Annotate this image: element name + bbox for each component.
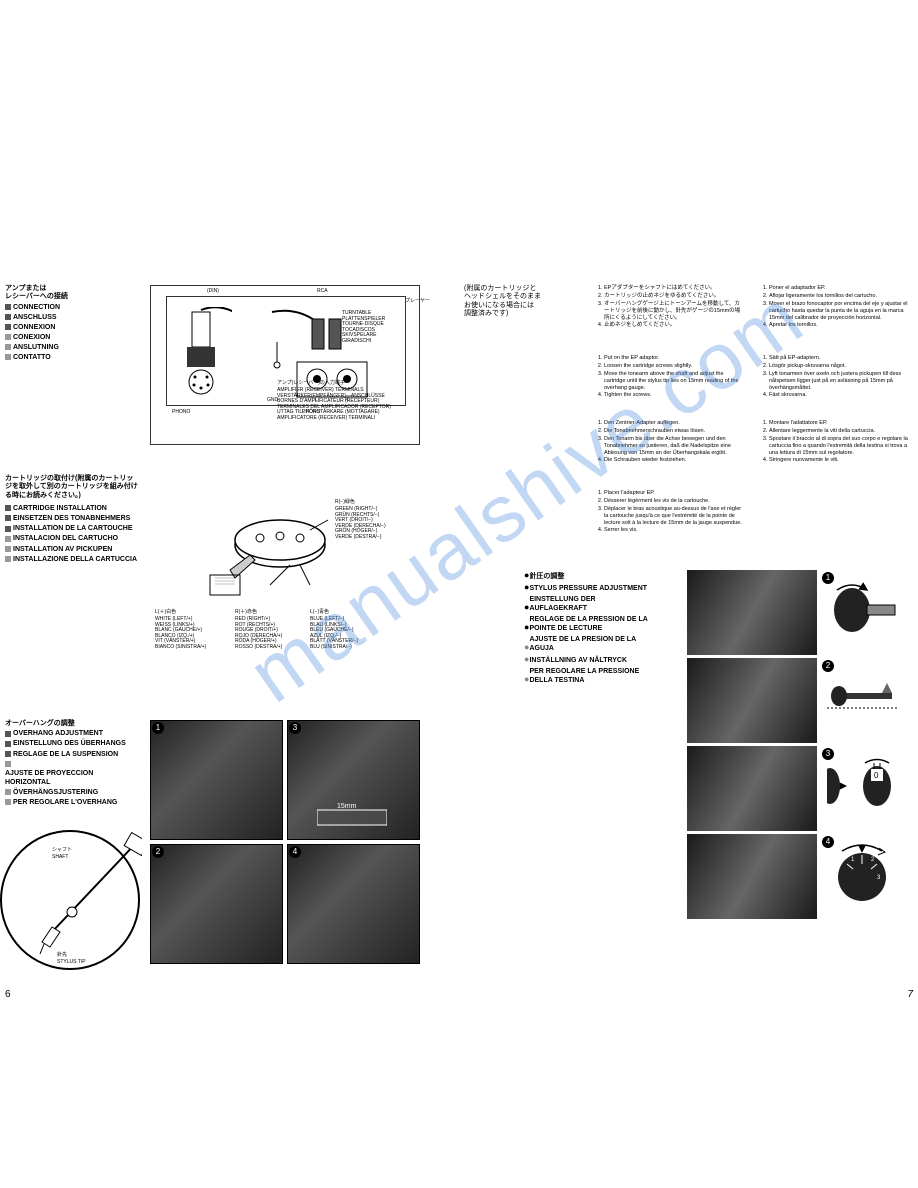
green: GREEN (RIGHT/−) GRÜN (RECHTS/−) VERT (DR… — [335, 507, 386, 540]
stylus-photo-3 — [687, 746, 817, 831]
dial-zero-icon: 0 — [827, 751, 897, 821]
step-2-badge: 2 — [152, 846, 164, 858]
label: INSTALLATION DE LA CARTOUCHE — [13, 525, 133, 532]
gauge-icon: 15mm — [317, 800, 387, 830]
stylus-photo-2 — [687, 658, 817, 743]
connection-diagram: (DIN) RCA プレーヤー — [150, 285, 420, 445]
shaft-jp: シャフト — [52, 848, 72, 854]
manual-page-spread: アンプまたは レシーバーへの接続 CONNECTION ANSCHLUSS CO… — [0, 280, 918, 1000]
overhang-circle-diagram: シャフト SHAFT 針先 STYLUS TIP — [0, 830, 140, 970]
label: CONEXION — [13, 334, 50, 341]
label: EINSTELLUNG DER AUFLAGEKRAFT — [529, 595, 649, 613]
overhang-heading: オーバーハングの調整 OVERHANG ADJUSTMENT EINSTELLU… — [5, 720, 140, 808]
amp-jp: アンプ(レシーバー)の入力端子 — [277, 381, 417, 387]
label: CARTRIDGE INSTALLATION — [13, 505, 107, 512]
overhang-photos: 1 3 15mm 2 4 — [150, 720, 420, 964]
label: CONNEXION — [13, 324, 55, 331]
tip-jp: 針先 — [57, 953, 67, 959]
step-4-badge: 4 — [289, 846, 301, 858]
tip: STYLUS TIP — [57, 960, 86, 966]
amp-labels: AMPLIFIER (RECEIVER) TERMINALS VERSTÄRKE… — [277, 388, 417, 421]
svg-text:15mm: 15mm — [337, 803, 357, 810]
din-label: (DIN) — [207, 289, 219, 295]
jp-steps: EPアダプターをシャフトにはめてください。カートリッジの止めネジをゆるめてくださ… — [594, 285, 744, 330]
label: INSTALLAZIONE DELLA CARTUCCIA — [13, 555, 137, 564]
cartridge-heading: カートリッジの取付け(附属のカートリッジを取外して別のカートリッジを組み付ける時… — [5, 475, 140, 565]
counterweight-icon-1 — [827, 575, 897, 645]
de-steps: Den Zentrier-Adapter auflegen.Die Tonabn… — [594, 420, 744, 465]
label: EINSTELLUNG DES ÜBERHANGS — [13, 740, 126, 747]
sv-steps: Sätt på EP-adaptern.Lösgör pickup-skruva… — [759, 355, 909, 400]
stylus-photo-4 — [687, 834, 817, 919]
cartridge-diagram: R(−)緑色 GREEN (RIGHT/−) GRÜN (RECHTS/−) V… — [150, 480, 420, 680]
svg-text:0: 0 — [874, 771, 879, 780]
red-jp: R(＋)赤色 — [235, 610, 257, 616]
label: INSTÄLLNING AV NÅLTRYCK — [529, 657, 627, 664]
step-1-badge: 1 — [152, 722, 164, 734]
connection-jp: アンプまたは レシーバーへの接続 — [5, 285, 125, 302]
label: INSTALACION DEL CARTUCHO — [13, 535, 118, 542]
left-page: アンプまたは レシーバーへの接続 CONNECTION ANSCHLUSS CO… — [0, 280, 459, 1000]
label: AJUSTE DE PROYECCION HORIZONTAL — [5, 769, 140, 787]
label: AJUSTE DE LA PRESION DE LA AGUJA — [529, 635, 649, 653]
red: RED (RIGHT/+) ROT (RECHTS/+) ROUGE (DROI… — [235, 617, 282, 650]
turntable-labels: TURNTABLE PLATTENSPIELER TOURNE-DISQUE T… — [342, 311, 417, 344]
stylus-photo-1 — [687, 570, 817, 655]
shaft: SHAFT — [52, 855, 68, 861]
green-jp: R(−)緑色 — [335, 500, 355, 506]
label: ÖVERHÄNGSJUSTERING — [13, 789, 98, 796]
din-plug-icon — [172, 307, 232, 397]
label: PER REGOLARE LA PRESSIONE DELLA TESTINA — [529, 667, 649, 685]
label: CONNECTION — [13, 304, 60, 311]
stylus-photo-column: 1 2 3 — [687, 570, 897, 922]
label: OVERHANG ADJUSTMENT — [13, 730, 103, 737]
label: REGLAGE DE LA SUSPENSION — [13, 751, 118, 758]
label: PER REGOLARE L'OVERHANG — [13, 799, 117, 806]
label: EINSETZEN DES TONABNEHMERS — [13, 515, 130, 522]
it-steps: Montare l'adattatore EP.Allentare legger… — [759, 420, 909, 465]
right-jp-note: (附属のカートリッジと ヘッドシェルをそのまま お使いになる場合には 調整済みで… — [464, 285, 584, 319]
connection-heading: アンプまたは レシーバーへの接続 CONNECTION ANSCHLUSS CO… — [5, 285, 125, 363]
right-page: (附属のカートリッジと ヘッドシェルをそのまま お使いになる場合には 調整済みで… — [459, 280, 918, 1000]
white: WHITE (LEFT/+) WEISS (LINKS/+) BLANC (GA… — [155, 617, 206, 650]
stylus-jp: 針圧の調整 — [529, 573, 564, 580]
label: STYLUS PRESSURE ADJUSTMENT — [529, 584, 649, 593]
label: ANSLUTNING — [13, 344, 59, 351]
overhang-jp: オーバーハングの調整 — [5, 720, 140, 728]
blue: BLUE (LEFT/−) BLAU (LINKS/−) BLEU (GAUCH… — [310, 617, 358, 650]
label: REGLAGE DE LA PRESSION DE LA POINTE DE L… — [529, 615, 649, 633]
blue-jp: L(−)青色 — [310, 610, 329, 616]
stylus-heading: ●針圧の調整 ●STYLUS PRESSURE ADJUSTMENT ●EINS… — [524, 570, 674, 687]
player-jp: プレーヤー — [405, 299, 430, 305]
en-steps: Put on the EP adaptor.Loosen the cartrid… — [594, 355, 744, 400]
phono1: PHONO — [172, 410, 190, 416]
fr-steps: Placer l'adapteur EP.Désserer légèrment … — [594, 490, 744, 535]
tonearm-level-icon — [827, 663, 897, 733]
label: INSTALLATION AV PICKUPEN — [13, 546, 112, 553]
cartridge-jp: カートリッジの取付け(附属のカートリッジを取外して別のカートリッジを組み付ける時… — [5, 475, 140, 500]
label: ANSCHLUSS — [13, 314, 57, 321]
step-3-badge: 3 — [289, 722, 301, 734]
label: CONTATTO — [13, 354, 51, 361]
page-number-right: 7 — [907, 989, 913, 1000]
es-steps: Poner el adaptador EP.Aflojar ligerament… — [759, 285, 909, 330]
rca-label: RCA — [317, 289, 328, 295]
page-number-left: 6 — [5, 989, 11, 1000]
white-jp: L(＋)白色 — [155, 610, 176, 616]
headshell-icon — [200, 510, 330, 600]
dial-set-icon: 1 2 3 — [827, 839, 897, 909]
